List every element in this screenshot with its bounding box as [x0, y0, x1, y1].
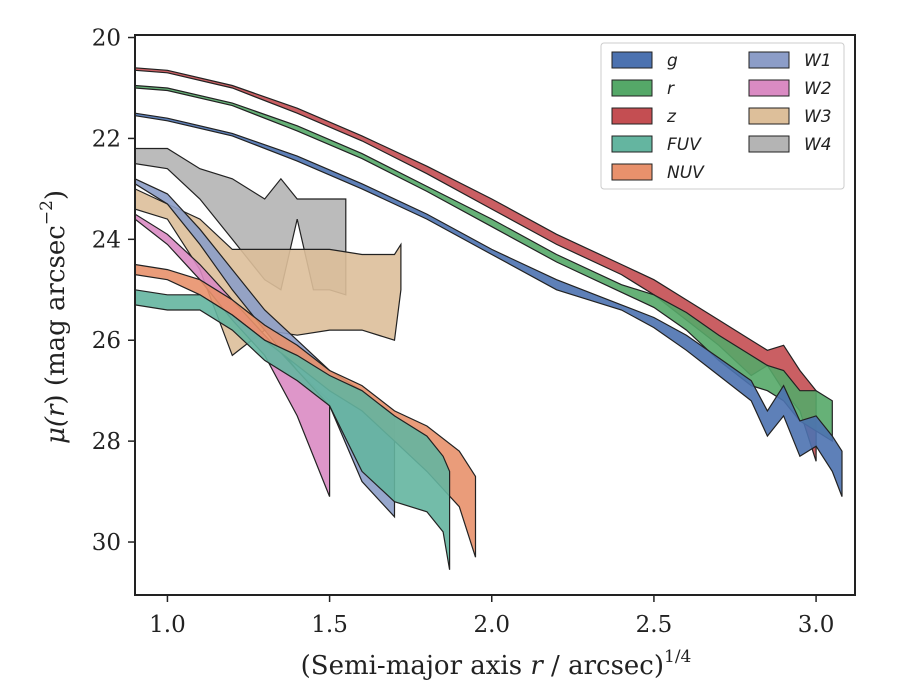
legend-swatch-z [611, 107, 653, 125]
y-tick-label: 26 [92, 328, 121, 354]
legend-swatch-w2 [748, 79, 790, 97]
x-tick-label: 1.5 [311, 612, 348, 638]
x-tick-label: 1.0 [149, 612, 186, 638]
legend-label-w3: W3 [804, 107, 832, 127]
legend-swatch-g [611, 51, 653, 69]
y-tick-label: 22 [92, 126, 121, 152]
y-tick-label: 30 [92, 530, 121, 556]
legend-label-r: r [667, 79, 675, 99]
plot-areas [135, 67, 843, 570]
legend-label-g: g [667, 51, 678, 71]
legend-swatch-w4 [748, 135, 790, 153]
legend-label-fuv: FUV [667, 135, 702, 155]
legend-swatch-w3 [748, 107, 790, 125]
band-g [135, 112, 843, 497]
x-tick-label: 3.0 [798, 612, 835, 638]
band-w2 [135, 213, 331, 497]
legend-swatch-fuv [611, 135, 653, 153]
legend-label-nuv: NUV [667, 163, 705, 183]
plot-frame [134, 34, 856, 596]
legend-swatch-nuv [611, 163, 653, 181]
x-tick-label: 2.5 [636, 612, 673, 638]
legend-label-w2: W2 [804, 79, 832, 99]
x-axis-title: (Semi-major axis r / arcsec)1/4 [301, 647, 692, 681]
legend-label-w4: W4 [804, 135, 832, 155]
band-z [135, 67, 817, 462]
x-tick-label: 2.0 [473, 612, 510, 638]
band-fuv [135, 289, 451, 570]
legend-label-z: z [666, 107, 677, 127]
y-axis-title: μ(r) (mag arcsec−2) [37, 190, 71, 444]
y-axis-ticks: 20 22 24 26 28 30 [92, 26, 135, 556]
legend-label-w1: W1 [804, 51, 832, 71]
legend-swatch-w1 [748, 51, 790, 69]
band-w1 [135, 178, 396, 519]
y-tick-label: 24 [92, 227, 121, 253]
y-tick-label: 28 [92, 429, 121, 455]
legend-swatch-r [611, 79, 653, 97]
y-tick-label: 20 [92, 26, 121, 52]
x-axis-ticks: 1.0 1.5 2.0 2.5 3.0 [149, 595, 834, 638]
legend: grz FUV NUV W1 W2 W3 W4 [600, 42, 845, 190]
